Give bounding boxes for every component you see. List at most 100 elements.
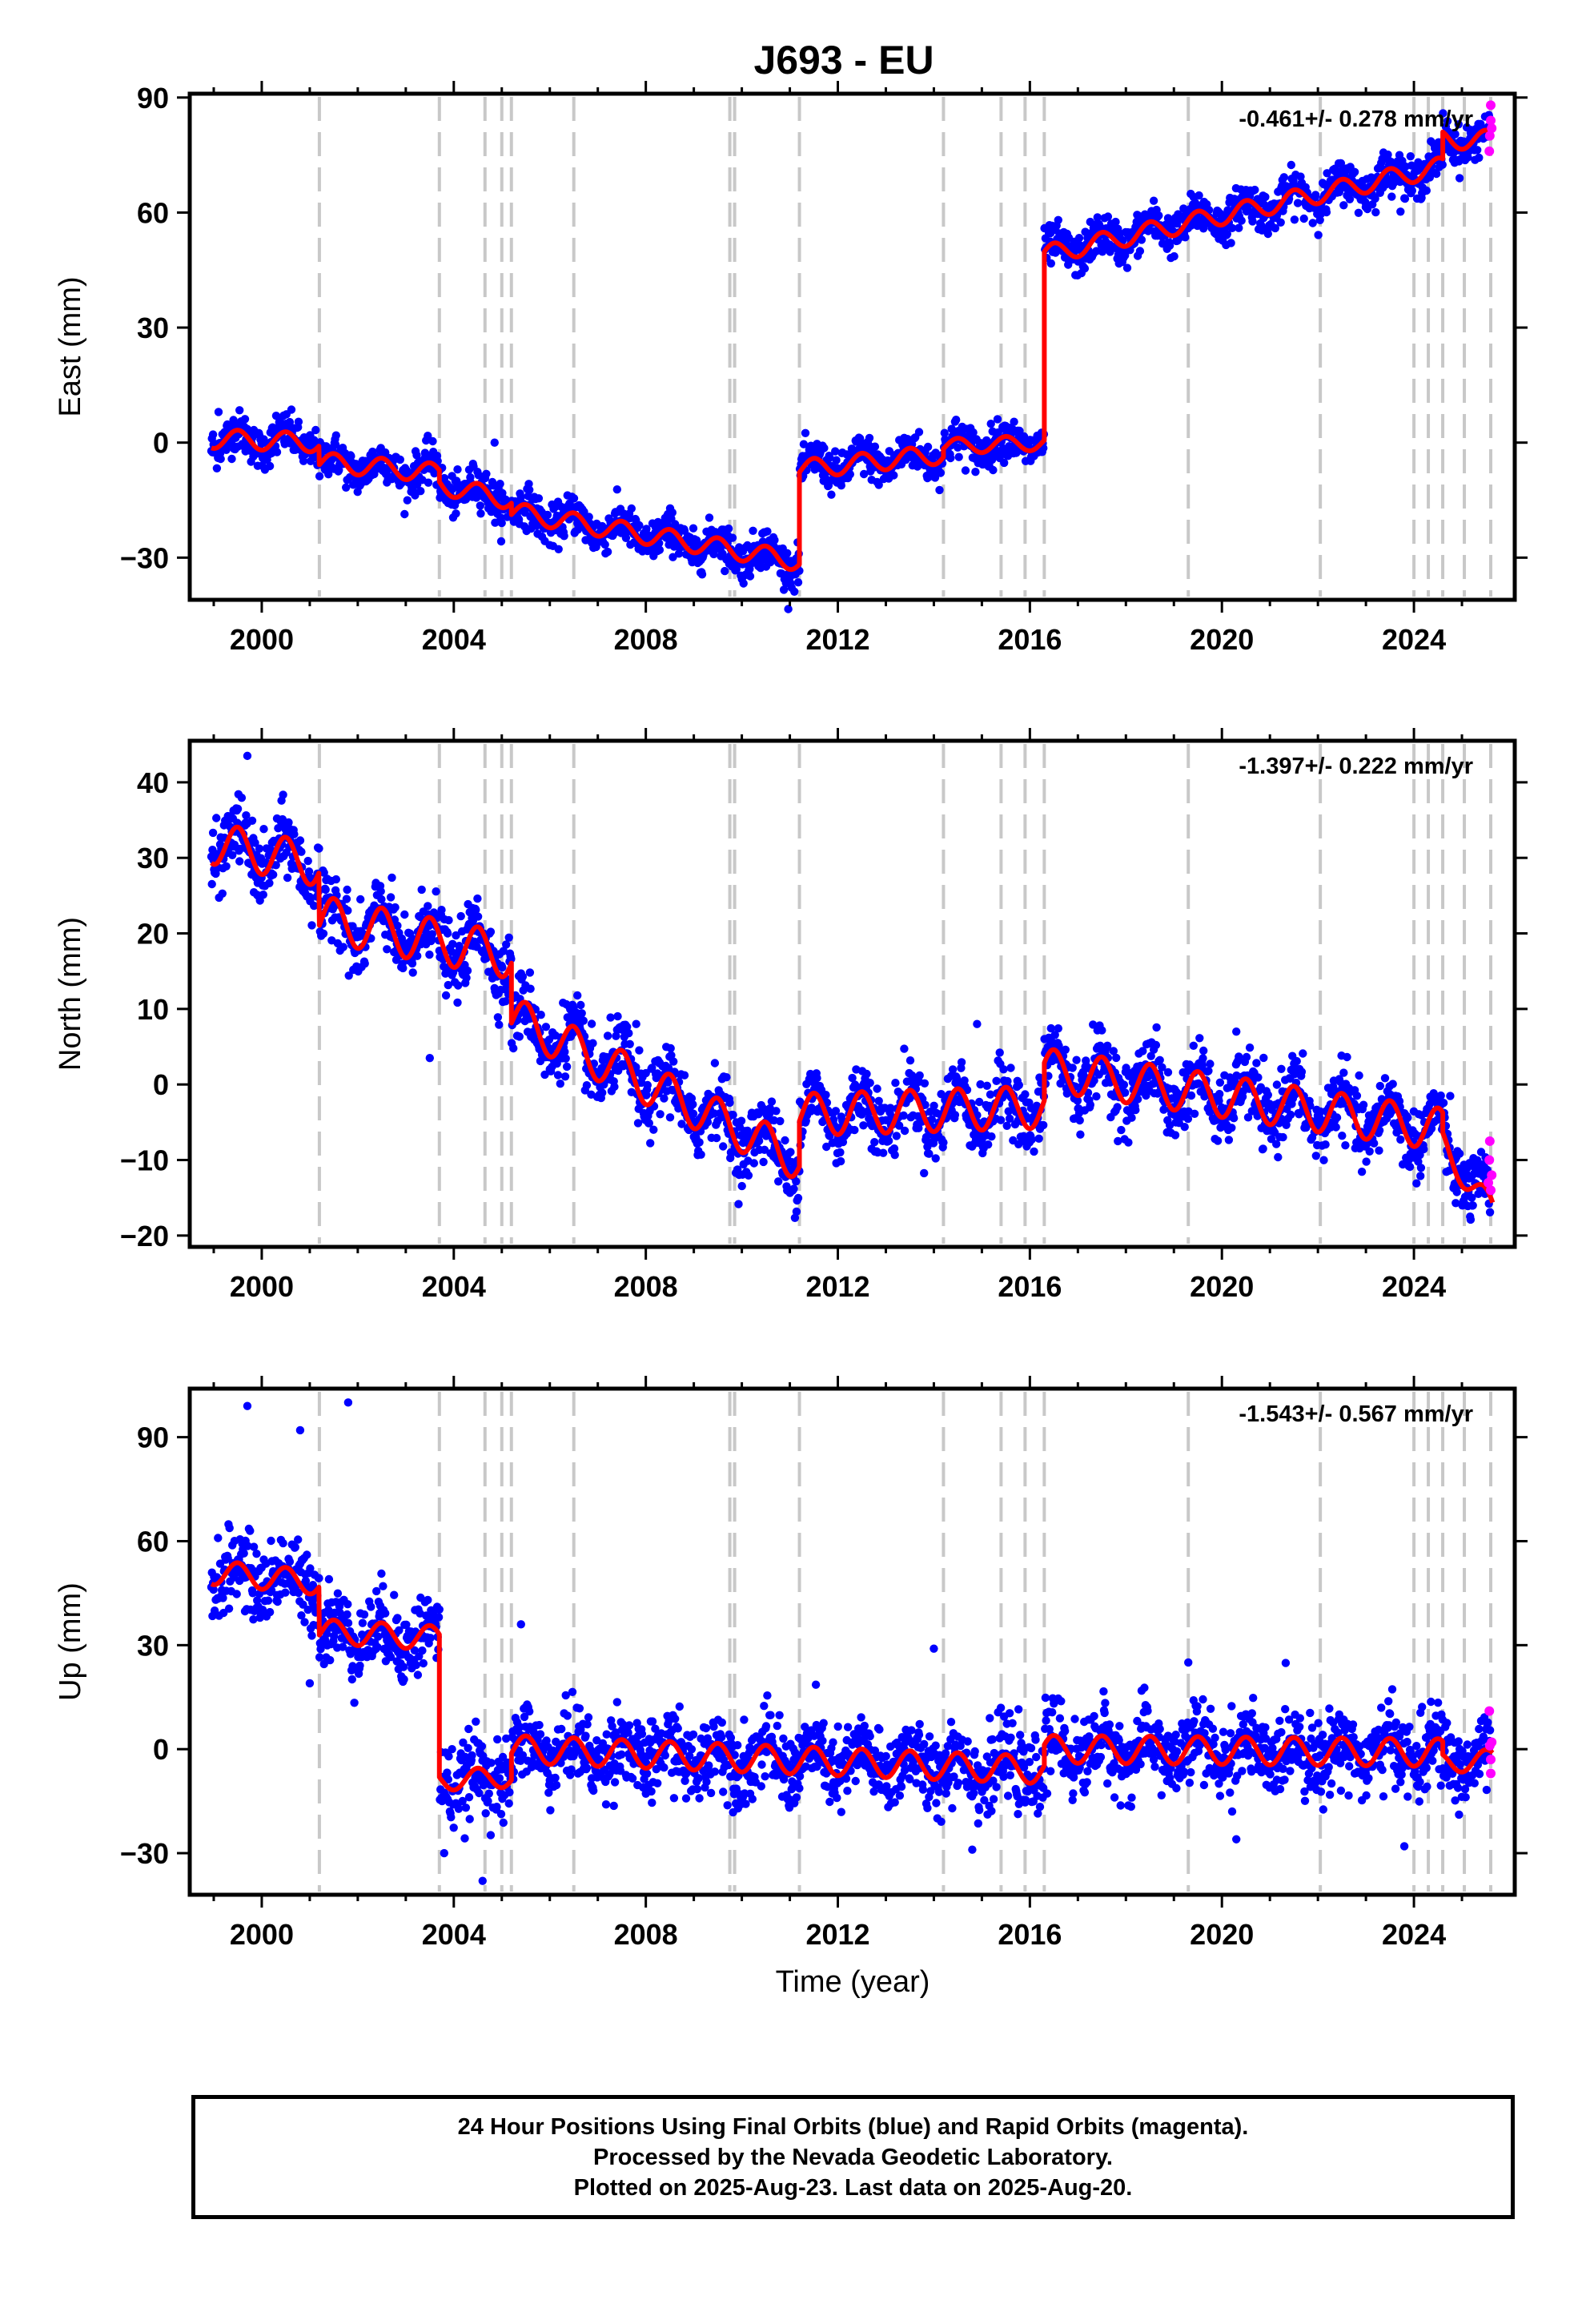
data-point — [553, 1071, 563, 1080]
data-point — [770, 536, 779, 545]
data-point — [689, 524, 698, 533]
data-point — [1021, 1090, 1030, 1099]
data-point — [1098, 1026, 1106, 1035]
data-point — [584, 513, 593, 521]
data-point — [1299, 214, 1308, 223]
data-point — [1054, 215, 1063, 224]
y-tick-label: 20 — [137, 918, 169, 951]
data-point — [524, 480, 533, 489]
data-point — [560, 532, 568, 541]
data-point — [463, 966, 472, 975]
data-point — [1117, 1125, 1126, 1135]
data-point — [1286, 1110, 1295, 1120]
data-point — [845, 470, 855, 479]
data-point — [347, 452, 355, 460]
data-point — [263, 1596, 273, 1605]
data-point — [749, 526, 757, 535]
data-point — [633, 1119, 643, 1128]
data-point — [1339, 1068, 1348, 1077]
data-point — [342, 895, 351, 903]
data-point — [859, 469, 869, 479]
data-point — [1446, 1092, 1455, 1100]
data-point — [1259, 1144, 1267, 1153]
data-point — [232, 1590, 241, 1598]
data-point — [763, 527, 772, 536]
data-point — [1046, 259, 1056, 268]
y-tick-label: −30 — [120, 541, 169, 574]
data-point — [386, 893, 396, 902]
data-point — [453, 998, 462, 1007]
data-point — [781, 1136, 789, 1145]
data-point — [1199, 1054, 1207, 1063]
data-point — [222, 862, 231, 871]
data-point — [1341, 1141, 1350, 1150]
data-point — [1215, 1078, 1225, 1088]
data-point — [831, 447, 840, 456]
data-point — [1419, 1144, 1428, 1154]
data-point — [827, 490, 836, 499]
data-point — [1455, 174, 1464, 183]
data-point — [1436, 1091, 1445, 1100]
data-point — [890, 1151, 899, 1160]
data-point — [1235, 223, 1243, 232]
rate-label-north: -1.397+/- 0.222 mm/yr — [1239, 754, 1473, 779]
data-point — [1215, 1089, 1224, 1099]
data-point — [973, 1019, 982, 1028]
data-point — [569, 494, 579, 503]
data-point — [265, 461, 275, 471]
data-point — [1354, 208, 1363, 217]
data-point — [237, 794, 247, 802]
data-point — [1000, 458, 1009, 468]
data-point — [342, 483, 351, 492]
data-point — [269, 870, 278, 879]
data-point — [587, 1019, 596, 1028]
data-point — [295, 836, 305, 845]
data-point — [525, 485, 534, 494]
data-point — [1292, 1056, 1301, 1066]
rapid-point — [1487, 1170, 1497, 1180]
data-point — [836, 1148, 845, 1157]
x-tick-label: 2020 — [1190, 1270, 1254, 1303]
data-point — [1163, 1068, 1173, 1077]
data-point — [214, 1534, 223, 1542]
data-point — [982, 1081, 992, 1091]
data-point — [235, 406, 244, 415]
data-point — [255, 844, 264, 853]
data-point — [554, 545, 563, 553]
data-point — [515, 1032, 524, 1041]
data-point — [331, 431, 340, 440]
data-point — [212, 464, 222, 472]
data-point — [297, 847, 306, 856]
data-point — [635, 521, 644, 530]
x-tick-label: 2008 — [614, 1270, 678, 1303]
data-point — [940, 428, 950, 437]
data-point — [660, 1094, 669, 1103]
data-point — [892, 1132, 901, 1140]
data-point — [767, 1097, 777, 1106]
data-point — [718, 549, 727, 558]
data-point — [666, 1043, 675, 1053]
data-point — [437, 906, 446, 915]
data-point — [1359, 1100, 1368, 1109]
data-point — [825, 453, 834, 462]
data-point — [789, 1184, 798, 1193]
data-point — [612, 485, 621, 494]
data-point — [1455, 1149, 1464, 1158]
data-point — [1181, 233, 1190, 242]
data-point — [1127, 1113, 1136, 1122]
data-point — [311, 425, 320, 435]
data-point — [1206, 1059, 1215, 1068]
data-point — [1242, 1052, 1251, 1062]
data-point — [225, 1523, 234, 1533]
data-point — [428, 436, 437, 446]
y-tick-label: 10 — [137, 993, 169, 1026]
data-point — [1485, 1208, 1495, 1217]
x-tick-label: 2004 — [422, 1270, 486, 1303]
data-point — [339, 943, 347, 951]
data-point — [376, 887, 385, 896]
data-point — [214, 408, 223, 416]
data-point — [915, 1071, 924, 1080]
x-tick-label: 2016 — [998, 1270, 1062, 1303]
data-point — [541, 1023, 551, 1031]
